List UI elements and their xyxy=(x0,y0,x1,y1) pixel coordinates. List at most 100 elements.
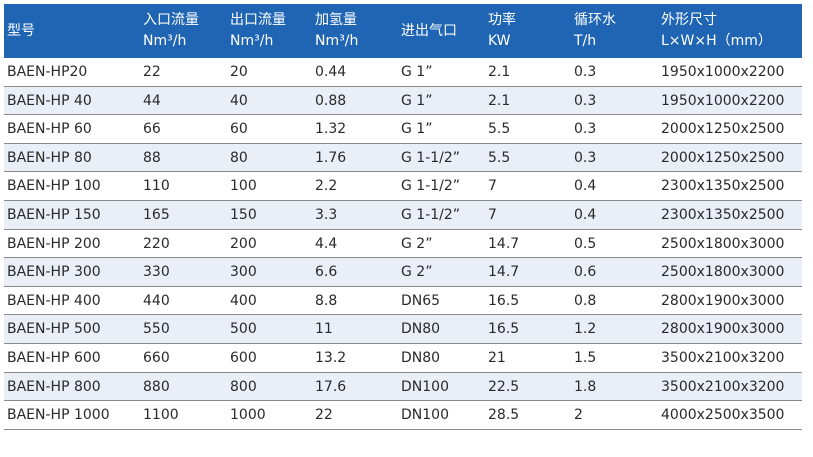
table-cell: 2.2 xyxy=(315,178,338,195)
table-cell: BAEN-HP 40 xyxy=(7,92,92,109)
table-cell: BAEN-HP 600 xyxy=(7,349,101,366)
table-cell: DN80 xyxy=(401,321,441,338)
table-cell: 2000x1250x2500 xyxy=(661,121,785,138)
table-cell: 0.8 xyxy=(574,292,597,309)
table-cell: 28.5 xyxy=(488,407,520,424)
table-cell: 4000x2500x3500 xyxy=(661,407,785,424)
table-row: BAEN-HP 800 880 800 17.6 DN100 22.5 1.8 3500x21… xyxy=(4,372,802,402)
header-unit: Nm³/h xyxy=(230,33,274,49)
header-label: 出口流量 xyxy=(230,12,286,28)
table-cell: 550 xyxy=(143,321,170,338)
table-cell: BAEN-HP 500 xyxy=(7,321,101,338)
table-cell: 5.5 xyxy=(488,121,511,138)
table-cell: 330 xyxy=(143,264,170,281)
table-cell: 3.3 xyxy=(315,206,338,223)
table-cell: 40 xyxy=(230,92,248,109)
header-label: 功率 xyxy=(488,12,516,28)
table-header: 型号 入口流量 Nm³/h 出口流量 Nm³/h 加氢量 Nm³/h 进出气口 功率 KW 循环水 T… xyxy=(4,4,802,58)
header-label: 循环水 xyxy=(574,12,616,28)
table-row: BAEN-HP 500 550 500 11 DN80 16.5 1.2 2800x1900x… xyxy=(4,315,802,344)
table-cell: G 1” xyxy=(401,64,433,80)
table-cell: DN65 xyxy=(401,292,441,309)
table-cell: 7 xyxy=(488,206,497,223)
header-label: 加氢量 xyxy=(315,12,357,28)
table-cell: 1.5 xyxy=(574,349,597,366)
table-cell: 66 xyxy=(143,121,161,138)
table-cell: 21 xyxy=(488,349,506,366)
table-cell: 3500x2100x3200 xyxy=(661,349,785,366)
table-cell: BAEN-HP 200 xyxy=(7,235,101,252)
table-cell: BAEN-HP 1000 xyxy=(7,407,110,424)
table-cell: 4.4 xyxy=(315,235,338,252)
table-cell: 800 xyxy=(230,378,257,395)
table-cell: 1950x1000x2200 xyxy=(661,92,785,109)
table-cell: 100 xyxy=(230,178,257,195)
table-cell: 110 xyxy=(143,178,170,195)
table-cell: 2800x1900x3000 xyxy=(661,292,785,309)
table-cell: G 1” xyxy=(401,121,433,138)
table-cell: 13.2 xyxy=(315,349,347,366)
table-cell: 2 xyxy=(574,407,583,424)
table-cell: 660 xyxy=(143,349,170,366)
header-label: 型号 xyxy=(7,23,35,39)
table-cell: 1000 xyxy=(230,407,266,424)
header-unit: KW xyxy=(488,33,511,49)
header-unit: L×W×H（mm） xyxy=(661,33,772,49)
table-cell: 0.5 xyxy=(574,235,597,252)
table-body: BAEN-HP20 22 20 0.44 G 1” 2.1 0.3 1950x1000x220… xyxy=(4,58,802,430)
table-cell: 1950x1000x2200 xyxy=(661,64,785,80)
table-cell: BAEN-HP 100 xyxy=(7,178,101,195)
table-cell: 2500x1800x3000 xyxy=(661,235,785,252)
table-row: BAEN-HP 40 44 40 0.88 G 1” 2.1 0.3 1950x1000x22… xyxy=(4,86,802,116)
table-cell: 2.1 xyxy=(488,64,511,80)
table-cell: 0.4 xyxy=(574,178,597,195)
table-cell: 11 xyxy=(315,321,333,338)
table-cell: G 2” xyxy=(401,235,433,252)
table-cell: 2500x1800x3000 xyxy=(661,264,785,281)
table-row: BAEN-HP 400 440 400 8.8 DN65 16.5 0.8 2800x1900… xyxy=(4,287,802,316)
table-cell: BAEN-HP20 xyxy=(7,64,88,80)
table-cell: G 2” xyxy=(401,264,433,281)
table-cell: 1.2 xyxy=(574,321,597,338)
table-cell: 2.1 xyxy=(488,92,511,109)
table-cell: 3500x2100x3200 xyxy=(661,378,785,395)
header-unit: Nm³/h xyxy=(315,33,359,49)
table-cell: DN80 xyxy=(401,349,441,366)
table-cell: 88 xyxy=(143,149,161,166)
table-cell: 600 xyxy=(230,349,257,366)
table-cell: 16.5 xyxy=(488,321,520,338)
table-row: BAEN-HP 100 110 100 2.2 G 1-1/2” 7 0.4 2300x135… xyxy=(4,172,802,201)
table-cell: 0.3 xyxy=(574,121,597,138)
table-cell: 7 xyxy=(488,178,497,195)
table-cell: 2000x1250x2500 xyxy=(661,149,785,166)
table-cell: 1.8 xyxy=(574,378,597,395)
table-row: BAEN-HP 200 220 200 4.4 G 2” 14.7 0.5 2500x1800… xyxy=(4,230,802,259)
table-cell: 14.7 xyxy=(488,264,520,281)
table-cell: 200 xyxy=(230,235,257,252)
table-cell: BAEN-HP 300 xyxy=(7,264,101,281)
header-label: 入口流量 xyxy=(143,12,199,28)
table-cell: 150 xyxy=(230,206,257,223)
table-cell: 44 xyxy=(143,92,161,109)
table-cell: BAEN-HP 800 xyxy=(7,378,101,395)
header-label: 进出气口 xyxy=(401,23,457,39)
table-cell: 0.3 xyxy=(574,149,597,166)
table-cell: 400 xyxy=(230,292,257,309)
table-cell: 17.6 xyxy=(315,378,347,395)
table-cell: 1.76 xyxy=(315,149,347,166)
table-row: BAEN-HP 1000 1100 1000 22 DN100 28.5 2 4000x250… xyxy=(4,401,802,430)
table-row: BAEN-HP 300 330 300 6.6 G 2” 14.7 0.6 2500x1800… xyxy=(4,258,802,287)
table-cell: 20 xyxy=(230,64,248,80)
table-cell: 6.6 xyxy=(315,264,338,281)
table-cell: G 1-1/2” xyxy=(401,178,461,195)
table-cell: 16.5 xyxy=(488,292,520,309)
table-cell: 440 xyxy=(143,292,170,309)
table-row: BAEN-HP 150 165 150 3.3 G 1-1/2” 7 0.4 2300x135… xyxy=(4,200,802,230)
table-cell: 22 xyxy=(315,407,333,424)
table-cell: 22.5 xyxy=(488,378,520,395)
table-cell: 8.8 xyxy=(315,292,338,309)
table-cell: 2300x1350x2500 xyxy=(661,178,785,195)
table-cell: G 1-1/2” xyxy=(401,149,461,166)
table-row: BAEN-HP20 22 20 0.44 G 1” 2.1 0.3 1950x1000x220… xyxy=(4,58,802,87)
table-cell: 14.7 xyxy=(488,235,520,252)
